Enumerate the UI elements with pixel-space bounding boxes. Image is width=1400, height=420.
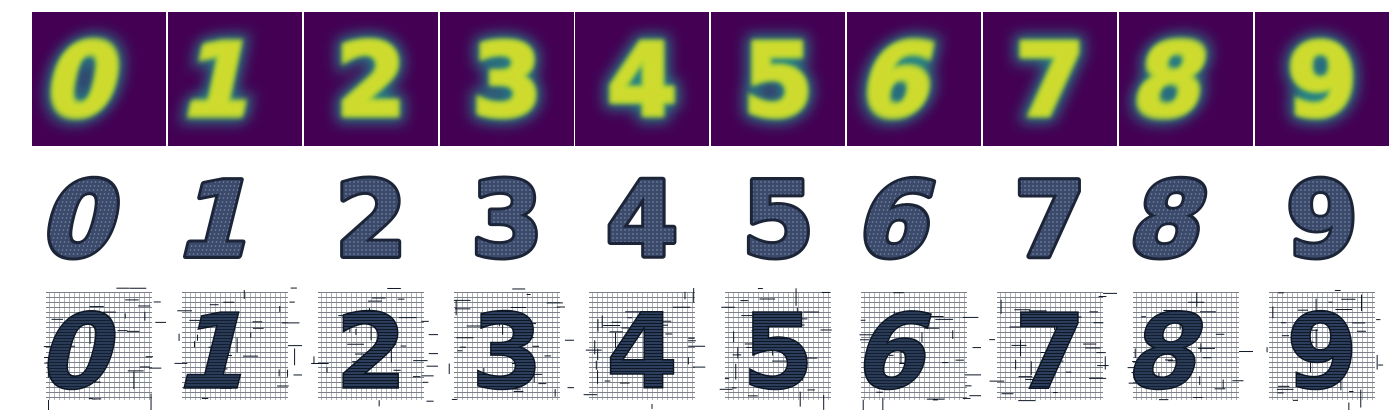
svg-text:9: 9 bbox=[1286, 159, 1358, 274]
svg-text:5: 5 bbox=[742, 159, 814, 274]
svg-text:4: 4 bbox=[607, 22, 677, 139]
filled-digit-3: 3 bbox=[440, 156, 574, 274]
svg-text:3: 3 bbox=[472, 22, 542, 139]
svg-text:2: 2 bbox=[335, 291, 407, 410]
filled-digit-9: 9 bbox=[1255, 156, 1389, 274]
svg-text:5: 5 bbox=[742, 291, 814, 410]
filled-digit-0: 0 bbox=[32, 156, 166, 274]
svg-text:5: 5 bbox=[743, 22, 813, 139]
svg-text:3: 3 bbox=[472, 22, 542, 139]
filled-digit-5: 5 bbox=[711, 156, 845, 274]
hatched-digit-0: 0 bbox=[29, 280, 172, 417]
svg-text:5: 5 bbox=[743, 22, 813, 139]
svg-text:3: 3 bbox=[471, 159, 543, 274]
svg-text:3: 3 bbox=[472, 22, 542, 139]
svg-text:4: 4 bbox=[606, 159, 678, 274]
filled-digit-7: 7 bbox=[983, 156, 1117, 274]
hatched-digit-4: 4 bbox=[575, 280, 709, 414]
svg-text:6: 6 bbox=[847, 159, 949, 274]
hatched-digit-3: 3 bbox=[440, 280, 581, 414]
filled-digit-4: 4 bbox=[575, 156, 709, 274]
svg-text:1: 1 bbox=[168, 159, 270, 274]
svg-text:7: 7 bbox=[1015, 22, 1085, 139]
hatched-digit-8: 8 bbox=[1116, 280, 1253, 413]
filled-digit-6: 6 bbox=[847, 156, 981, 274]
svg-text:3: 3 bbox=[471, 291, 543, 410]
hatched-digit-2: 2 bbox=[304, 280, 441, 414]
hatched-digit-7: 7 bbox=[983, 280, 1121, 414]
svg-text:2: 2 bbox=[336, 22, 406, 139]
svg-text:4: 4 bbox=[607, 22, 677, 139]
filled-digit-1: 1 bbox=[168, 156, 302, 274]
svg-text:8: 8 bbox=[1119, 159, 1221, 274]
filled-digit-8: 8 bbox=[1119, 156, 1253, 274]
svg-text:9: 9 bbox=[1287, 22, 1357, 139]
svg-text:9: 9 bbox=[1287, 22, 1357, 139]
svg-text:7: 7 bbox=[1014, 291, 1086, 410]
filled-digit-2: 2 bbox=[304, 156, 438, 274]
svg-text:2: 2 bbox=[336, 22, 406, 139]
svg-text:4: 4 bbox=[606, 291, 678, 410]
svg-text:2: 2 bbox=[336, 22, 406, 139]
svg-text:9: 9 bbox=[1287, 22, 1357, 139]
svg-text:6: 6 bbox=[852, 22, 946, 139]
hatched-digit-5: 5 bbox=[711, 280, 845, 414]
hatched-digit-1: 1 bbox=[165, 280, 306, 413]
hatched-digit-6: 6 bbox=[844, 280, 986, 416]
svg-text:2: 2 bbox=[335, 159, 407, 274]
svg-text:7: 7 bbox=[1015, 22, 1085, 139]
svg-text:5: 5 bbox=[743, 22, 813, 139]
svg-text:7: 7 bbox=[1014, 159, 1086, 274]
hatched-digit-9: 9 bbox=[1255, 280, 1389, 415]
svg-text:7: 7 bbox=[1015, 22, 1085, 139]
svg-text:0: 0 bbox=[32, 159, 134, 274]
svg-text:4: 4 bbox=[607, 22, 677, 139]
svg-text:9: 9 bbox=[1286, 291, 1358, 410]
